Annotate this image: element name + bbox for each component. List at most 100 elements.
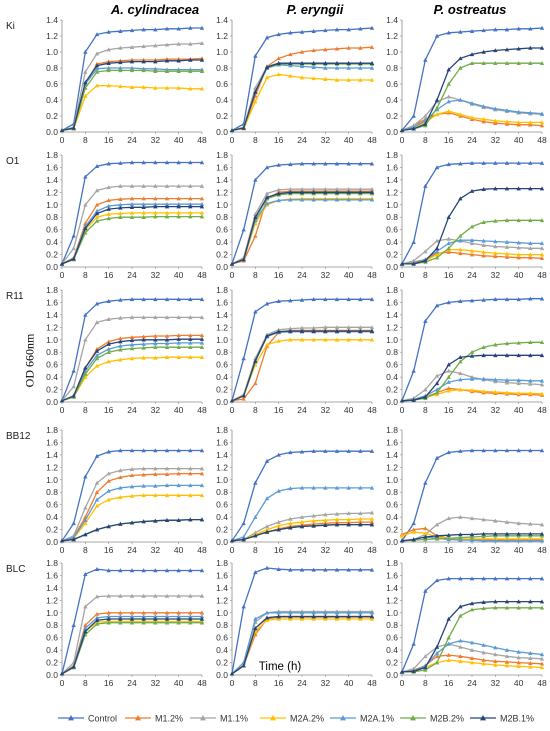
x-tick-label: 24 [467,678,477,688]
data-point [118,616,123,621]
data-point [539,123,545,128]
data-point [446,516,451,521]
data-point [94,164,100,168]
x-tick-label: 24 [467,545,477,555]
y-tick-label: 0.6 [386,633,398,643]
x-tick-label: 0 [400,405,405,415]
data-point [141,160,146,165]
data-point [346,337,351,342]
data-point [276,61,281,65]
data-point [83,337,88,342]
data-point [83,474,88,479]
data-point [176,26,181,31]
data-point [253,480,258,485]
data-point [199,204,205,209]
data-point [241,356,246,361]
data-point [188,340,193,345]
x-tick-label: 0 [60,545,65,555]
data-point [311,297,316,302]
data-point [253,533,258,538]
data-point [176,160,181,165]
data-point [264,165,270,170]
y-tick-label: 0.0 [386,262,398,272]
y-tick-label: 1.8 [386,285,398,295]
x-tick-label: 8 [253,135,258,145]
data-point [446,374,451,379]
data-point [153,66,158,71]
data-point [323,65,328,70]
data-point [164,493,170,498]
data-point [334,77,340,82]
data-point [411,397,416,402]
data-point [369,448,375,453]
data-point [311,513,316,518]
data-point [153,183,158,188]
data-point [71,664,76,669]
data-point [539,160,545,165]
data-point [369,45,375,49]
x-tick-label: 48 [367,678,377,688]
data-point [323,187,328,191]
data-point [141,337,146,342]
y-tick-label: 1.4 [216,583,228,593]
data-point [94,527,100,532]
data-point [539,61,545,65]
data-point [458,604,463,609]
data-point [516,46,521,51]
y-tick-label: 1.2 [216,595,228,605]
data-point [188,336,193,341]
data-point [118,60,123,65]
y-tick-label: 1.0 [46,475,58,485]
y-tick-label: 1.8 [216,285,228,295]
y-tick-label: 0.8 [216,487,228,497]
data-point [176,204,181,209]
data-point [493,27,498,32]
data-point [94,363,100,368]
y-tick-label: 1.8 [46,425,58,435]
data-point [199,593,205,598]
x-tick-label: 32 [491,678,501,688]
x-tick-label: 16 [274,135,284,145]
data-point [446,246,451,251]
data-point [94,66,100,71]
data-point [516,605,521,610]
y-tick-label: 0.2 [46,658,58,668]
x-tick-label: 8 [83,545,88,555]
data-point [241,604,246,609]
data-point [188,355,193,359]
data-point [504,605,510,610]
x-tick-label: 16 [444,270,454,280]
data-point [153,315,158,320]
x-tick-label: 40 [514,678,524,688]
data-point [188,160,193,165]
data-point [539,382,545,387]
data-point [504,538,510,543]
data-point [528,110,533,115]
y-tick-label: 0.2 [46,111,58,121]
data-point [516,353,521,358]
x-tick-label: 32 [321,270,331,280]
y-tick-label: 1.0 [386,475,398,485]
data-point [423,526,428,531]
legend-label: M1.1% [220,714,248,724]
x-tick-label: 40 [344,135,354,145]
data-point [188,41,193,46]
data-point [188,297,193,302]
data-point [141,466,146,471]
data-point [311,328,316,333]
data-point [458,387,463,392]
data-point [176,616,181,621]
data-point [528,605,533,610]
y-tick-label: 1.8 [46,558,58,568]
data-point [516,245,521,250]
data-point [299,187,305,191]
data-point [83,365,88,370]
data-point [539,576,545,581]
data-point [129,616,135,621]
data-point [539,522,545,527]
y-tick-label: 0.8 [46,212,58,222]
data-point [458,576,463,581]
data-point [446,215,451,219]
data-point [504,353,510,358]
data-point [346,45,351,50]
